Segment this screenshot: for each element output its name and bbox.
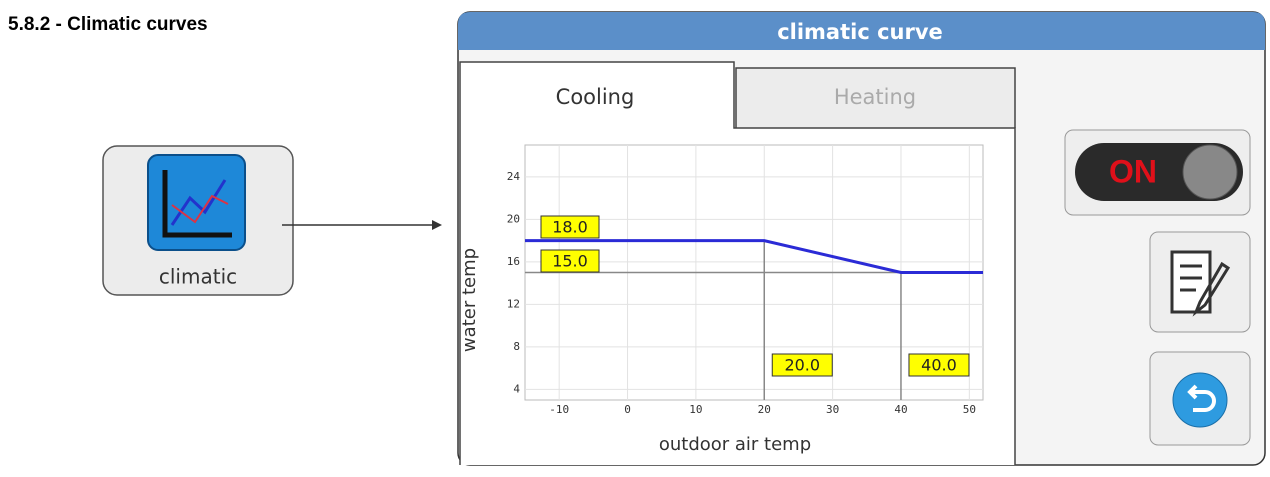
- icon-line: [171, 194, 229, 224]
- y-tick-label: 4: [513, 382, 520, 395]
- setpoint-label: 15.0: [552, 252, 588, 271]
- toggle-knob: [1182, 144, 1238, 200]
- climatic-app-icon[interactable]: climatic: [102, 145, 294, 296]
- back-icon: [1187, 384, 1216, 412]
- tab-label[interactable]: Cooling: [556, 85, 635, 109]
- edit-icon: [1170, 250, 1212, 314]
- x-tick-label: 10: [689, 403, 702, 416]
- setpoint-box: [540, 249, 600, 273]
- setpoint-box: [540, 215, 600, 239]
- x-axis-label: outdoor air temp: [659, 434, 811, 455]
- setpoint-label: 18.0: [552, 218, 588, 237]
- heading: 5.8.2 - Climatic curves: [8, 14, 208, 35]
- back-icon: [1172, 372, 1228, 428]
- edit-icon: [1180, 261, 1231, 317]
- x-tick-label: 40: [894, 403, 907, 416]
- y-tick-label: 8: [513, 340, 520, 353]
- window-title: climatic curve: [777, 20, 943, 44]
- curve: [525, 239, 983, 274]
- setpoint-box: [771, 353, 833, 377]
- tab-label[interactable]: Heating: [834, 85, 916, 109]
- y-tick-label: 20: [507, 212, 520, 225]
- y-axis-label: water temp: [459, 248, 480, 352]
- arrow-head: [432, 220, 442, 230]
- x-tick-label: 20: [758, 403, 771, 416]
- setpoint-box: [908, 353, 970, 377]
- toggle-label: ON: [1109, 153, 1157, 189]
- x-tick-label: 50: [963, 403, 976, 416]
- y-tick-label: 12: [507, 297, 520, 310]
- y-tick-label: 24: [507, 170, 521, 183]
- title-bar: [458, 12, 1265, 50]
- x-tick-label: -10: [549, 403, 569, 416]
- icon-label: climatic: [159, 265, 237, 289]
- setpoint-label: 40.0: [921, 356, 957, 375]
- icon-axes: [162, 170, 232, 238]
- y-tick-label: 16: [507, 255, 520, 268]
- x-tick-label: 0: [624, 403, 631, 416]
- x-tick-label: 30: [826, 403, 839, 416]
- setpoint-label: 20.0: [784, 356, 820, 375]
- tab-heading[interactable]: [735, 67, 1016, 128]
